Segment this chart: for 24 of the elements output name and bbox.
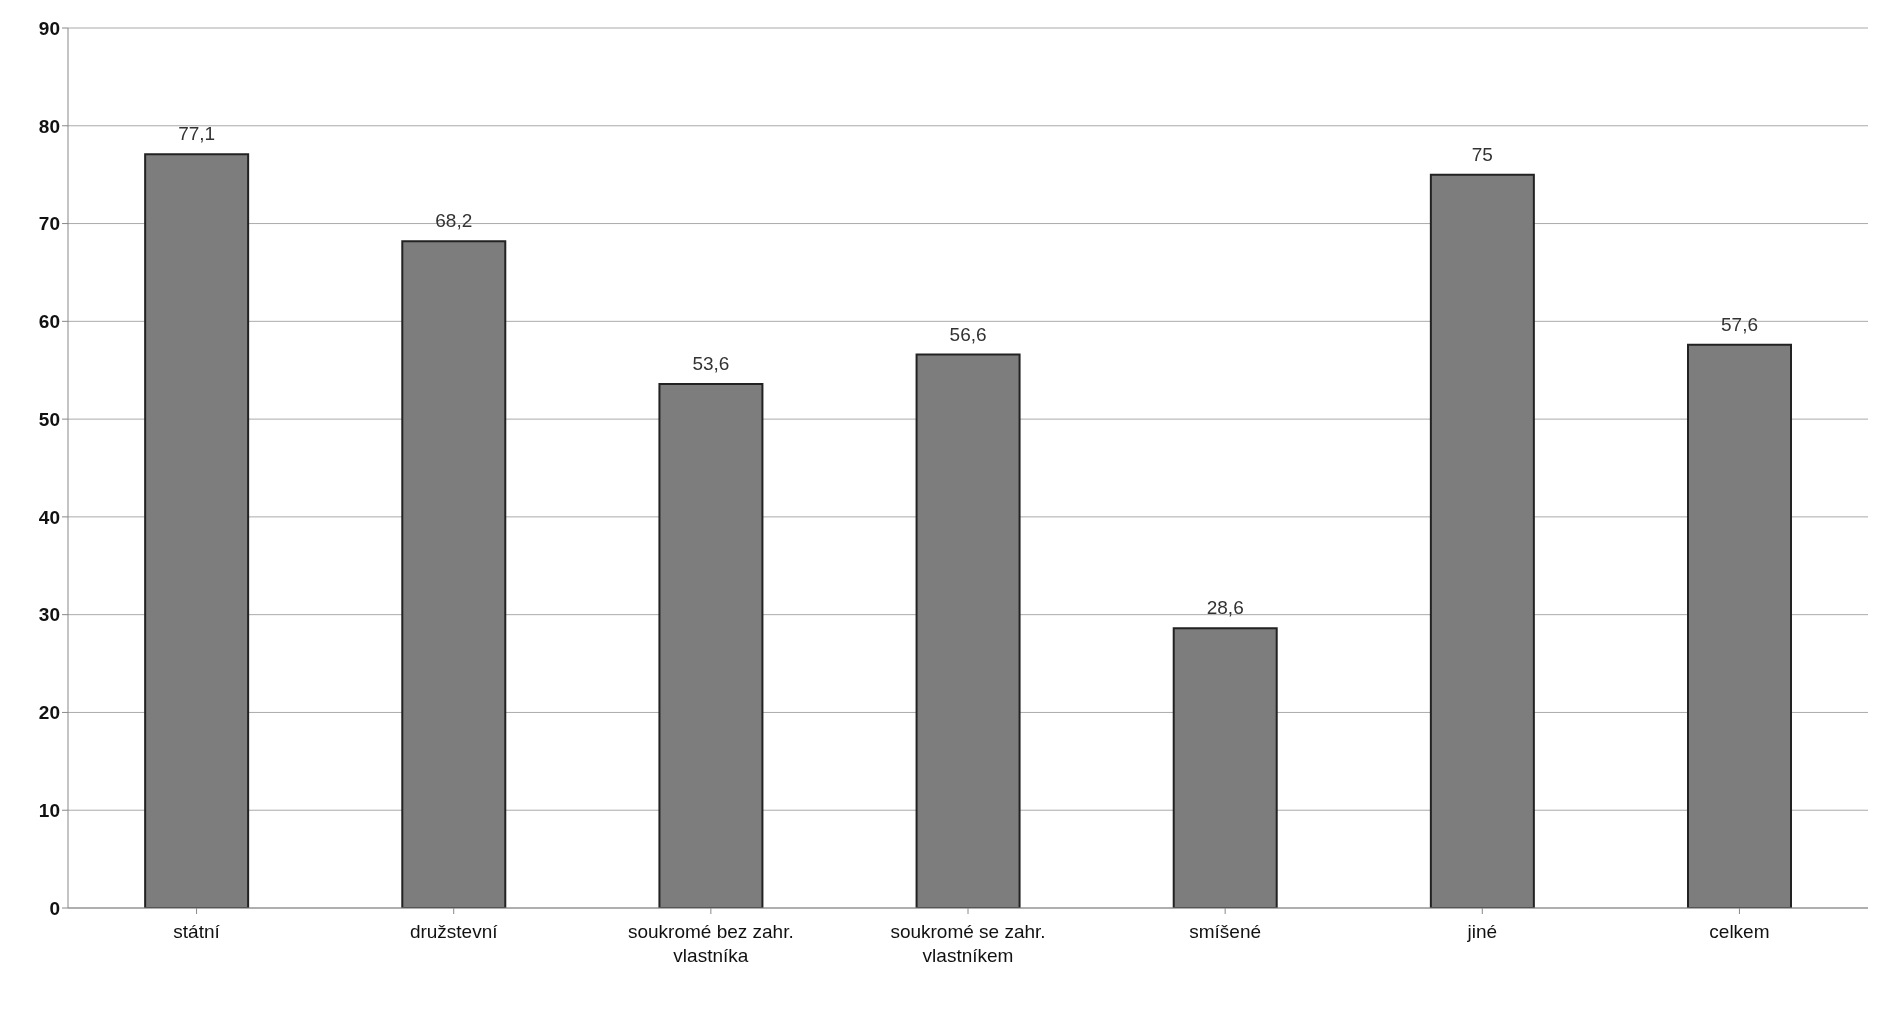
y-tick-label: 0 (49, 897, 60, 919)
x-tick-label: družstevní (409, 921, 499, 942)
y-tick-label: 50 (38, 408, 60, 430)
data-label: 57,6 (1721, 313, 1758, 335)
y-tick-label: 30 (38, 604, 60, 626)
y-tick-label: 60 (38, 311, 60, 333)
x-tick-label: soukromé se zahr. vlastníkem (890, 921, 1046, 966)
y-tick-label: 20 (38, 702, 60, 724)
y-tick-label: 80 (38, 115, 60, 137)
data-label: 77,1 (178, 123, 216, 145)
data-label: 28,6 (1206, 597, 1244, 619)
x-tick-label: jiné (1466, 921, 1498, 942)
data-label: 53,6 (692, 352, 730, 374)
y-tick-label: 70 (38, 213, 60, 235)
x-tick-label: celkem (1709, 921, 1770, 942)
y-tick-label: 10 (38, 799, 60, 821)
x-tick-label: soukromé bez zahr. vlastníka (627, 921, 794, 966)
x-tick-label: státní (173, 921, 221, 942)
data-label: 56,6 (949, 323, 987, 345)
data-label: 75 (1471, 143, 1493, 165)
x-tick-label: smíšené (1189, 921, 1262, 942)
data-label: 68,2 (435, 210, 473, 232)
y-tick-label: 40 (38, 506, 60, 528)
y-tick-label: 90 (38, 17, 60, 39)
